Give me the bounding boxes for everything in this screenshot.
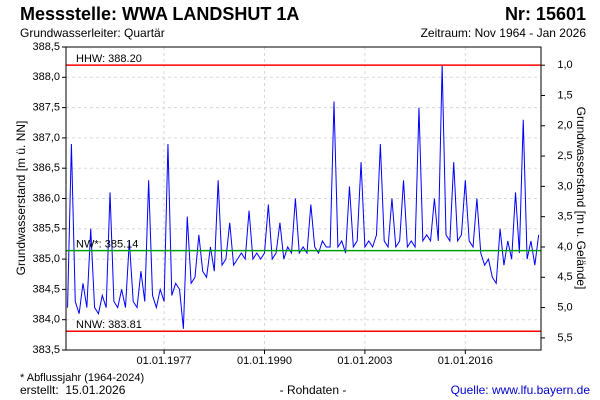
period: Zeitraum: Nov 1964 - Jan 2026: [421, 26, 587, 40]
y-tick-label: 388,0: [32, 71, 60, 83]
y2-tick-label: 2,0: [557, 120, 572, 132]
y-axis-label: Grundwasserstand [m ü. NN]: [14, 121, 28, 276]
subtitle: Grundwasserleiter: Quartär: [20, 26, 165, 40]
x-tick-label: 01.01.1990: [237, 355, 292, 367]
y-tick-label: 384,0: [32, 314, 60, 326]
x-tick-label: 01.01.1977: [137, 355, 192, 367]
y2-tick-label: 4,0: [557, 241, 572, 253]
y2-axis-label: Grundwasserstand [m u. Gelände]: [574, 107, 588, 290]
y-tick-label: 386,5: [32, 162, 60, 174]
y2-tick-label: 2,5: [557, 150, 572, 162]
y2-tick-label: 1,5: [557, 89, 572, 101]
y-tick-label: 387,5: [32, 102, 60, 114]
y2-tick-label: 3,5: [557, 211, 572, 223]
y-tick-label: 386,0: [32, 192, 60, 204]
station-number: Nr: 15601: [505, 4, 586, 24]
reference-label: NNW: 383.81: [76, 319, 142, 331]
reference-label: NW*: 385.14: [76, 239, 138, 251]
data-line: [67, 65, 540, 329]
x-tick-label: 01.01.2016: [438, 355, 493, 367]
plot-frame: [65, 46, 542, 351]
y-tick-label: 385,0: [32, 253, 60, 265]
y2-tick-label: 4,5: [557, 271, 572, 283]
plot-area: 383,5 384,0 384,5 385,0 385,5 386,0 386,5 387,0…: [32, 41, 572, 367]
y-tick-label: 388,5: [32, 41, 60, 53]
y-tick-label: 383,5: [32, 344, 60, 356]
y2-tick-label: 3,0: [557, 180, 572, 192]
y2-tick-label: 1,0: [557, 59, 572, 71]
reference-label: HHW: 388.20: [76, 53, 142, 65]
x-tick-label: 01.01.2003: [337, 355, 392, 367]
chart-title: Messstelle: WWA LANDSHUT 1A: [20, 4, 299, 24]
source-link[interactable]: Quelle: www.lfu.bayern.de: [451, 383, 591, 397]
y2-tick-label: 5,5: [557, 332, 572, 344]
created-date: erstellt: 15.01.2026: [20, 383, 126, 397]
y-tick-label: 385,5: [32, 223, 60, 235]
y-tick-label: 384,5: [32, 283, 60, 295]
raw-data-note: - Rohdaten -: [280, 383, 347, 397]
footnote: * Abflussjahr (1964-2024): [20, 372, 144, 384]
y2-tick-label: 5,0: [557, 301, 572, 313]
y-tick-label: 387,0: [32, 132, 60, 144]
